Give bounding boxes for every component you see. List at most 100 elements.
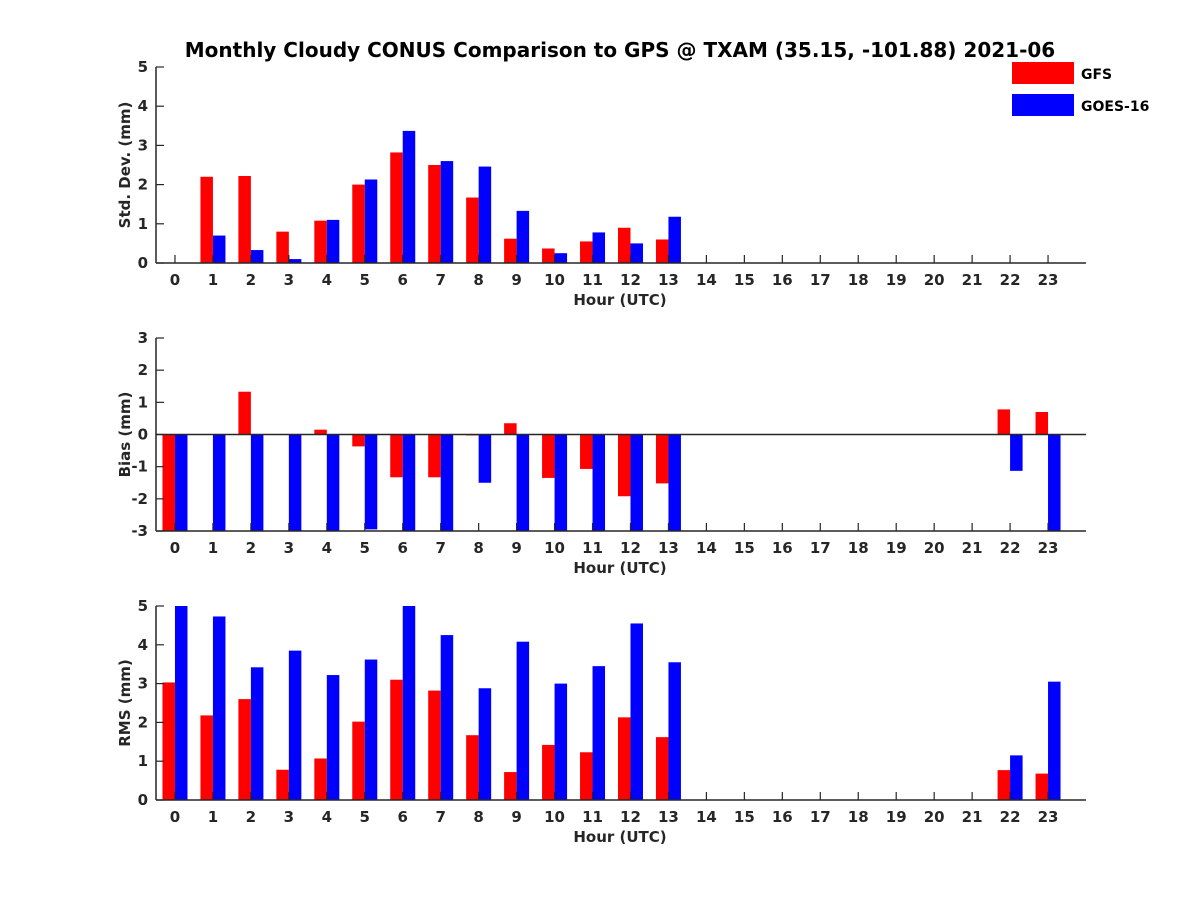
- x-tick-label: 3: [284, 808, 294, 826]
- bar-goes-16-7: [440, 434, 454, 531]
- bar-gfs-13: [655, 434, 669, 484]
- bar-gfs-23: [1035, 411, 1049, 435]
- y-tick-label: -3: [131, 522, 148, 540]
- series-goes-16: [174, 606, 1061, 800]
- series-goes-16: [174, 434, 1061, 531]
- bar-goes-16-11: [592, 434, 606, 531]
- x-tick-label: 11: [582, 539, 603, 557]
- bar-gfs-3: [276, 231, 289, 263]
- bar-goes-16-0: [174, 434, 188, 531]
- x-tick-label: 9: [511, 271, 521, 289]
- bar-gfs-7: [428, 434, 441, 478]
- y-tick-label: 2: [138, 713, 148, 731]
- x-tick-label: 10: [544, 539, 565, 557]
- bar-goes-16-13: [668, 434, 681, 531]
- x-tick-label: 7: [435, 539, 445, 557]
- bar-gfs-10: [542, 248, 555, 263]
- bar-gfs-12: [617, 434, 631, 497]
- x-tick-label: 11: [582, 808, 603, 826]
- legend: GFS GOES-16: [1012, 62, 1149, 116]
- bar-goes-16-1: [212, 616, 226, 800]
- x-tick-label: 22: [1000, 808, 1021, 826]
- y-tick-label: 3: [138, 675, 148, 693]
- x-axis-label: Hour (UTC): [573, 828, 666, 846]
- bar-gfs-6: [390, 679, 403, 800]
- x-tick-label: 12: [620, 539, 641, 557]
- bar-goes-16-5: [364, 434, 378, 530]
- bar-goes-16-9: [516, 434, 530, 531]
- bar-goes-16-3: [288, 650, 302, 800]
- y-tick-label: 0: [138, 791, 148, 809]
- x-tick-label: 3: [284, 539, 294, 557]
- series-gfs: [200, 152, 669, 263]
- bar-goes-16-6: [402, 606, 416, 800]
- bar-gfs-9: [504, 238, 517, 263]
- bar-gfs-10: [542, 434, 555, 478]
- series-gfs: [162, 391, 1049, 531]
- bar-gfs-9: [504, 772, 517, 800]
- x-tick-label: 20: [924, 808, 945, 826]
- x-tick-label: 19: [886, 271, 907, 289]
- x-tick-label: 15: [734, 271, 755, 289]
- bar-gfs-4: [314, 220, 327, 263]
- x-tick-label: 11: [582, 271, 603, 289]
- bar-gfs-11: [580, 752, 593, 800]
- bar-gfs-10: [542, 744, 555, 800]
- x-tick-label: 17: [810, 539, 831, 557]
- y-tick-label: 0: [138, 426, 148, 444]
- x-tick-label: 22: [1000, 539, 1021, 557]
- bar-goes-16-12: [630, 243, 643, 263]
- y-axis-label: Std. Dev. (mm): [116, 102, 134, 229]
- bar-goes-16-2: [250, 250, 264, 263]
- bar-goes-16-5: [364, 179, 378, 263]
- bar-goes-16-1: [212, 235, 226, 263]
- x-tick-label: 14: [696, 271, 717, 289]
- bar-goes-16-4: [326, 675, 340, 800]
- y-tick-label: 5: [138, 58, 148, 76]
- x-tick-label: 16: [772, 539, 793, 557]
- bar-gfs-5: [352, 434, 365, 447]
- legend-swatch: [1012, 62, 1074, 84]
- bar-gfs-2: [238, 175, 251, 263]
- bar-gfs-5: [352, 721, 365, 800]
- x-tick-label: 18: [848, 539, 869, 557]
- x-tick-label: 23: [1038, 271, 1059, 289]
- x-tick-label: 13: [658, 271, 679, 289]
- bar-gfs-6: [390, 434, 403, 478]
- bar-goes-16-10: [554, 434, 568, 531]
- y-tick-label: 3: [138, 136, 148, 154]
- y-tick-label: 4: [138, 97, 148, 115]
- bar-goes-16-22: [1010, 434, 1023, 471]
- bar-goes-16-2: [250, 667, 264, 800]
- x-tick-label: 3: [284, 271, 294, 289]
- x-tick-label: 0: [170, 808, 180, 826]
- bar-goes-16-8: [478, 166, 492, 263]
- bar-goes-16-13: [668, 662, 681, 800]
- bar-gfs-9: [504, 423, 517, 435]
- bar-gfs-1: [200, 715, 213, 800]
- x-tick-label: 18: [848, 808, 869, 826]
- bar-gfs-1: [200, 176, 213, 263]
- bar-goes-16-3: [288, 434, 302, 531]
- y-tick-label: 2: [138, 361, 148, 379]
- bar-goes-16-10: [554, 253, 568, 263]
- bar-goes-16-10: [554, 683, 568, 800]
- bar-gfs-0: [162, 682, 175, 800]
- bar-gfs-5: [352, 184, 365, 263]
- x-tick-label: 9: [511, 539, 521, 557]
- bar-goes-16-7: [440, 161, 454, 263]
- x-tick-label: 21: [962, 271, 983, 289]
- x-tick-label: 8: [473, 808, 483, 826]
- x-tick-label: 7: [435, 808, 445, 826]
- y-tick-label: 0: [138, 254, 148, 272]
- bar-gfs-11: [580, 241, 593, 263]
- bar-goes-16-8: [478, 688, 492, 800]
- x-tick-label: 10: [544, 271, 565, 289]
- bar-goes-16-13: [668, 216, 681, 263]
- bar-gfs-13: [655, 239, 669, 263]
- bar-goes-16-11: [592, 666, 606, 800]
